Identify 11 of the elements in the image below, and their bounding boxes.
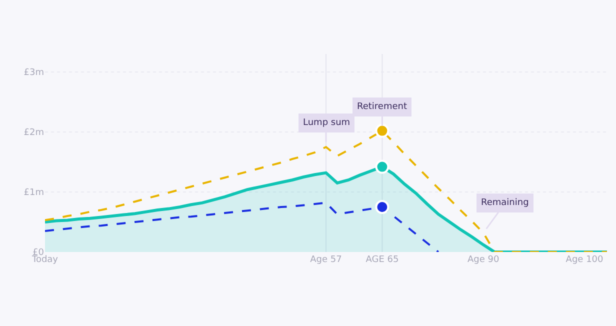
x-tick-label: Age 90 <box>467 255 500 265</box>
y-tick-label: £3m <box>24 68 44 78</box>
x-tick-label: AGE 65 <box>366 255 399 265</box>
x-tick-label: Age 57 <box>310 255 342 265</box>
y-tick-label: £1m <box>24 188 44 198</box>
x-tick-label: Age 100 <box>566 255 604 265</box>
annotation: Remaining <box>481 198 529 208</box>
line-series <box>45 202 440 252</box>
annotation: Retirement <box>357 102 408 112</box>
y-tick-label: £2m <box>24 128 44 138</box>
annotation: Lump sum <box>303 118 350 128</box>
